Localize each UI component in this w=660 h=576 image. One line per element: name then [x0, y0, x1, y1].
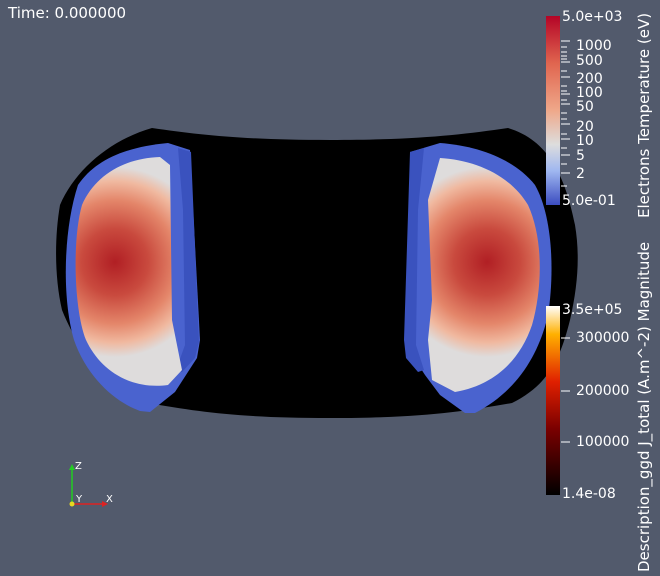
temperature-colorbar-ticks — [561, 40, 570, 187]
temperature-tick-1000: 1000 — [576, 38, 612, 54]
temperature-tick-100: 100 — [576, 85, 603, 101]
temperature-tick-max: 5.0e+03 — [562, 9, 623, 25]
plasma-edge-left-inner — [176, 148, 199, 372]
x-axis-label: X — [106, 494, 113, 505]
x-axis-arrow — [102, 501, 108, 507]
axes-triad[interactable] — [69, 464, 108, 507]
temperature-tick-min: 5.0e-01 — [562, 193, 616, 209]
current-colorbar — [546, 306, 560, 495]
current-tick-max: 3.5e+05 — [562, 302, 623, 318]
current-colorbar-ticks — [561, 337, 570, 443]
plasma-edge-right-inner — [404, 148, 424, 372]
z-axis-label: Z — [75, 461, 82, 472]
temperature-tick-200: 200 — [576, 71, 603, 87]
current-tick-300000: 300000 — [576, 330, 630, 346]
plasma-core-left — [75, 157, 182, 386]
time-label: Time: 0.000000 — [8, 4, 127, 22]
plasma-core-right — [428, 158, 540, 392]
temperature-tick-50: 50 — [576, 99, 594, 115]
current-tick-100000: 100000 — [576, 434, 630, 450]
temperature-tick-20: 20 — [576, 119, 594, 135]
current-tick-200000: 200000 — [576, 383, 630, 399]
current-tick-min: 1.4e-08 — [562, 486, 616, 502]
y-axis-dot — [69, 501, 75, 507]
temperature-colorbar-title: Electrons Temperature (eV) — [635, 12, 653, 218]
z-axis-arrow — [69, 464, 75, 470]
temperature-tick-5: 5 — [576, 148, 585, 164]
current-colorbar-title: Description_ggd J_total (A.m^-2) Magnitu… — [635, 241, 653, 572]
temperature-tick-2: 2 — [576, 166, 585, 182]
temperature-tick-500: 500 — [576, 53, 603, 69]
temperature-tick-10: 10 — [576, 133, 594, 149]
y-axis-label: Y — [76, 494, 83, 505]
temperature-colorbar — [546, 16, 560, 205]
